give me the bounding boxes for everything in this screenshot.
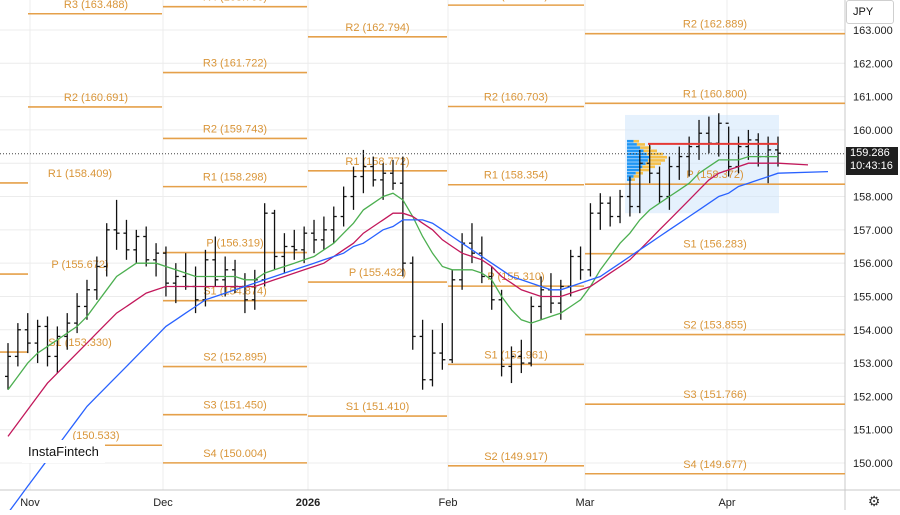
current-time-value: 10:43:16	[850, 160, 893, 172]
volume-profile-bar	[627, 139, 634, 143]
pivot-label: S2 (153.855)	[683, 320, 747, 332]
pivot-label: R3 (163.488)	[64, 0, 128, 11]
y-tick-label: 158.000	[853, 192, 893, 204]
y-tick-label: 160.000	[853, 125, 893, 137]
pivot-label: R3 (161.722)	[203, 58, 267, 70]
pivot-label: S4 (150.004)	[203, 448, 267, 460]
volume-profile-bar-ask	[642, 165, 655, 169]
pivot-label: P (156.319)	[206, 238, 263, 250]
pivot-label: R3 (163.747)	[484, 0, 548, 2]
ema-mid-line	[7, 162, 809, 437]
pivot-label: P (155.672)	[51, 259, 108, 271]
pivot-label: R2 (159.743)	[203, 123, 267, 135]
volume-profile-bar	[627, 162, 646, 165]
x-tick-label: Apr	[718, 497, 735, 509]
pivot-label: P (155.310)	[487, 271, 544, 283]
volume-profile-bar-ask	[631, 178, 635, 181]
pivot-label: R1 (158.298)	[203, 172, 267, 184]
volume-profile	[625, 114, 779, 214]
pivot-levels: R1 (158.409) P (155.672) S1 (153.330) R3 (1…	[0, 0, 845, 475]
volume-profile-bar-ask	[645, 162, 661, 165]
pivot-label: R2 (160.703)	[484, 92, 548, 104]
volume-profile-bar	[627, 146, 641, 149]
moving-averages	[0, 142, 845, 514]
y-tick-label: 155.000	[853, 291, 893, 303]
pivot-label: S2 (149.917)	[484, 451, 548, 463]
candles	[5, 113, 781, 390]
volume-profile-bar-ask	[639, 168, 649, 172]
pivot-label: R4 (163.700)	[203, 0, 267, 4]
x-tick-label: Nov	[20, 497, 40, 509]
volume-profile-bar-ask	[649, 155, 667, 159]
pivot-label: R2 (160.691)	[64, 92, 128, 104]
volume-profile-bar-ask	[647, 159, 665, 162]
pivot-label: R1 (158.354)	[484, 170, 548, 182]
settings-gear-icon[interactable]: ⚙	[867, 493, 881, 509]
pivot-label: S1 (151.410)	[346, 401, 410, 413]
volume-profile-bar	[627, 155, 649, 159]
volume-profile-bar-ask	[636, 143, 645, 146]
x-tick-label: 2026	[296, 497, 320, 509]
volume-profile-bar	[627, 178, 632, 181]
volume-profile-bar	[627, 168, 640, 172]
y-tick-label: 156.000	[853, 258, 893, 270]
volume-profile-bar-ask	[633, 139, 639, 143]
y-tick-label: 154.000	[853, 325, 893, 337]
pivot-label: S1 (156.283)	[683, 239, 747, 251]
y-tick-label: 163.000	[853, 25, 893, 37]
pivot-label: S3 (151.450)	[203, 400, 267, 412]
volume-profile-bar	[627, 165, 643, 169]
y-tick-label: 162.000	[853, 58, 893, 70]
pivot-label: R1 (158.409)	[48, 168, 112, 180]
y-tick-label: 150.000	[853, 458, 893, 470]
y-tick-label: 157.000	[853, 225, 893, 237]
volume-profile-bar-ask	[640, 146, 651, 149]
pivot-label: S1 (153.330)	[48, 337, 112, 349]
x-tick-label: Dec	[153, 497, 173, 509]
x-tick-label: Mar	[576, 497, 595, 509]
pivot-label: S1 (152.961)	[484, 349, 548, 361]
pivot-label: R2 (162.794)	[345, 22, 409, 34]
volume-profile-bar	[627, 149, 644, 153]
volume-profile-bar	[627, 159, 648, 162]
volume-profile-bar	[627, 175, 634, 178]
volume-profile-bar-ask	[633, 175, 639, 178]
pivot-label: S2 (152.895)	[203, 352, 267, 364]
y-tick-label: 151.000	[853, 425, 893, 437]
y-axis: 150.000 151.000 152.000 153.000 154.000 155.0…	[853, 25, 893, 470]
pivot-label: S4 (149.677)	[683, 459, 747, 471]
pivot-label: (150.533)	[72, 430, 119, 442]
ema-fast-line	[7, 155, 778, 391]
x-tick-label: Feb	[439, 497, 458, 509]
pivot-label: R1 (158.772)	[345, 156, 409, 168]
pivot-label: P (155.432)	[349, 267, 406, 279]
ema-slow-line	[7, 170, 829, 514]
current-price-tag: 159.286 10:43:16	[846, 147, 898, 175]
brand-watermark: InstaFintech	[22, 440, 105, 463]
current-price-value: 159.286	[850, 147, 890, 159]
volume-profile-bar	[627, 171, 636, 175]
pivot-label: S3 (151.766)	[683, 389, 747, 401]
currency-select[interactable]: JPY	[846, 0, 894, 24]
y-tick-label: 152.000	[853, 391, 893, 403]
pivot-label: R1 (160.800)	[683, 88, 747, 100]
y-tick-label: 161.000	[853, 92, 893, 104]
pivot-label: R2 (162.889)	[683, 19, 747, 31]
volume-profile-bar	[627, 143, 637, 146]
y-tick-label: 153.000	[853, 358, 893, 370]
x-axis: Nov Dec 2026 Feb Mar Apr	[20, 497, 736, 509]
